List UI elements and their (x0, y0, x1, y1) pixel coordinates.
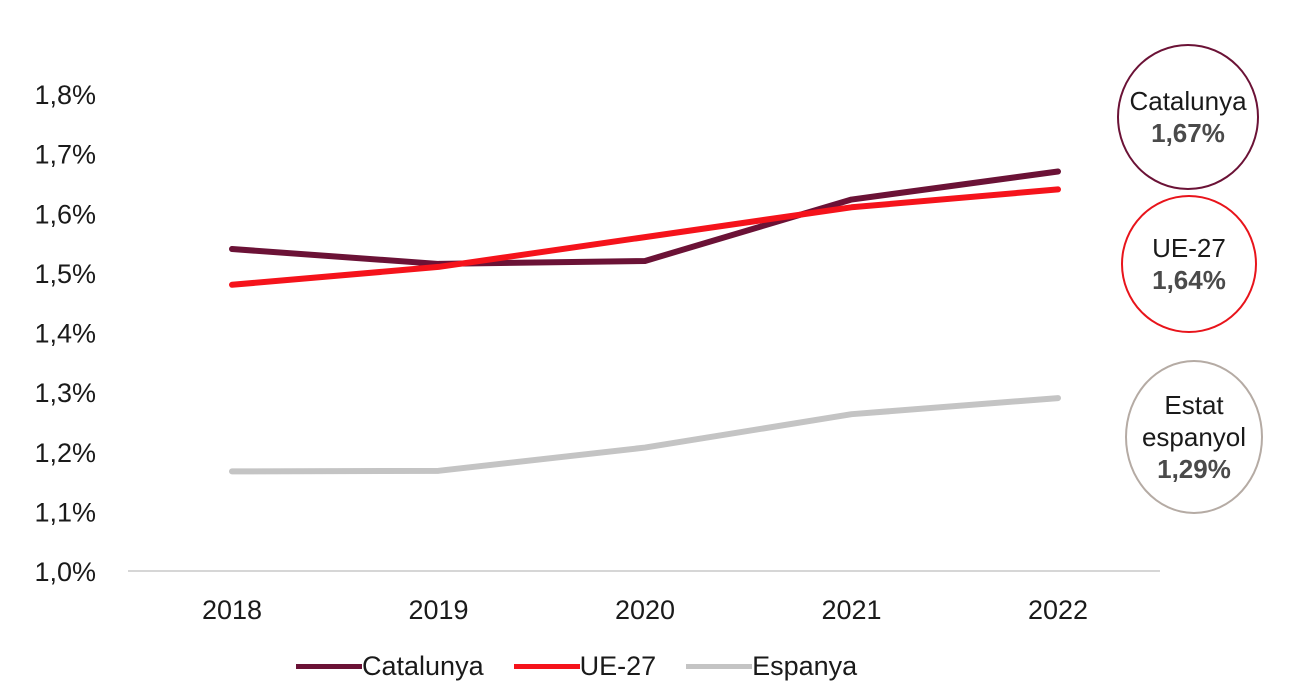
legend-item-catalunya: Catalunya (296, 651, 484, 682)
x-tick-label: 2018 (202, 595, 262, 625)
series-lines (229, 168, 1061, 475)
legend-label-espanya: Espanya (752, 650, 858, 681)
y-tick-label: 1,5% (34, 259, 96, 289)
legend-label-catalunya: Catalunya (362, 650, 484, 681)
callout-ue27-label: UE-27 (1152, 233, 1226, 263)
legend-swatch-ue27 (513, 663, 580, 669)
series-line-catalunya (229, 168, 1061, 267)
callout-ue27-value: 1,64% (1152, 265, 1226, 295)
legend-item-ue27: UE-27 (513, 650, 657, 682)
chart-legend: Catalunya UE-27 Espanya (296, 648, 887, 684)
y-axis-labels: 1,0% 1,1% 1,2% 1,3% 1,4% 1,5% 1,6% 1,7% 1,8% (34, 80, 96, 587)
x-tick-label: 2020 (615, 595, 675, 625)
y-tick-label: 1,2% (34, 438, 96, 468)
callout-espanya-label-line1: Estat (1164, 390, 1224, 420)
legend-swatch-espanya (686, 663, 753, 669)
series-line-ue27 (229, 186, 1061, 288)
x-axis-labels: 2018 2019 2020 2021 2022 (202, 595, 1088, 625)
callout-espanya-label-line2: espanyol (1141, 422, 1247, 452)
y-tick-label: 1,7% (34, 140, 96, 170)
y-tick-label: 1,1% (34, 497, 96, 527)
callout-catalunya: Catalunya 1,67% (1117, 44, 1259, 190)
legend-item-espanya: Espanya (686, 651, 857, 682)
y-tick-label: 1,8% (34, 80, 96, 110)
series-line-espanya (229, 395, 1061, 475)
legend-swatch-catalunya (296, 663, 362, 669)
y-tick-label: 1,4% (34, 319, 96, 349)
y-tick-label: 1,0% (34, 557, 96, 587)
callout-espanya: Estat espanyol 1,29% (1125, 360, 1263, 514)
y-tick-label: 1,6% (34, 199, 96, 229)
x-tick-label: 2021 (821, 595, 881, 625)
y-tick-label: 1,3% (34, 378, 96, 408)
callout-catalunya-value: 1,67% (1151, 118, 1225, 148)
x-tick-label: 2019 (408, 595, 468, 625)
legend-label-ue27: UE-27 (579, 650, 657, 681)
x-tick-label: 2022 (1028, 595, 1088, 625)
callout-ue27: UE-27 1,64% (1121, 195, 1257, 333)
callout-catalunya-label: Catalunya (1129, 86, 1247, 116)
callout-espanya-value: 1,29% (1157, 454, 1231, 484)
